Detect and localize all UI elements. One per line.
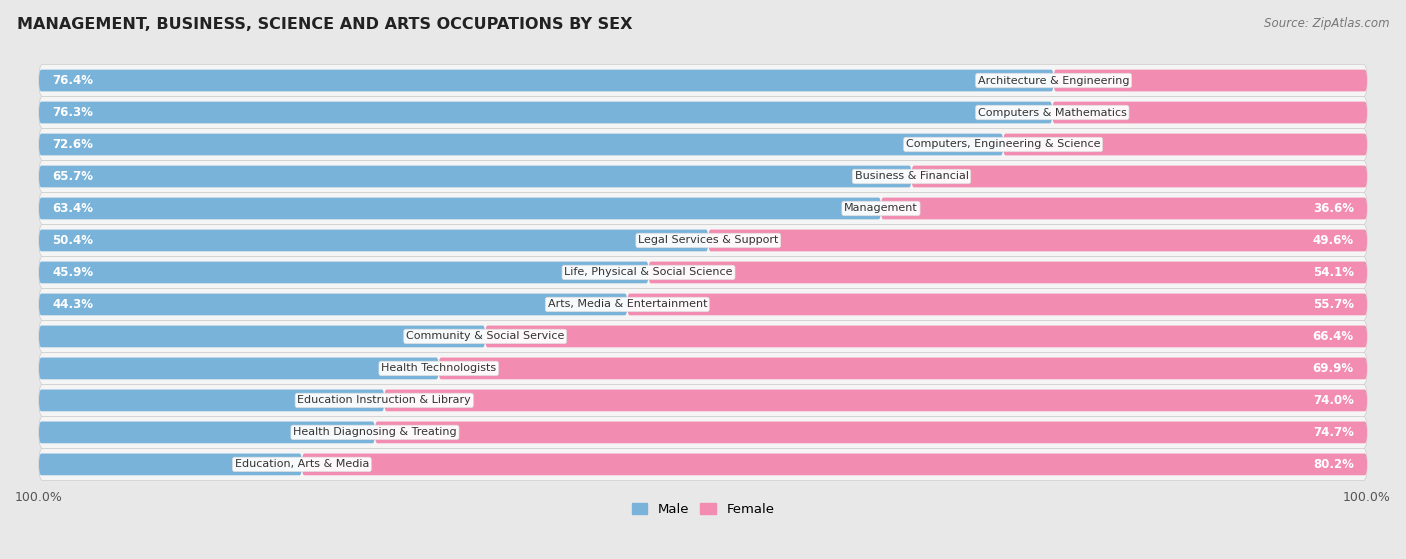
Text: 23.6%: 23.6% [1067,74,1104,87]
FancyBboxPatch shape [39,320,1367,352]
Text: Life, Physical & Social Science: Life, Physical & Social Science [564,267,733,277]
FancyBboxPatch shape [39,288,1367,320]
Text: 19.8%: 19.8% [252,458,288,471]
FancyBboxPatch shape [39,293,627,315]
Text: 45.9%: 45.9% [52,266,93,279]
Text: Health Technologists: Health Technologists [381,363,496,373]
Text: Education, Arts & Media: Education, Arts & Media [235,459,370,470]
FancyBboxPatch shape [627,293,1367,315]
Text: 44.3%: 44.3% [52,298,93,311]
FancyBboxPatch shape [911,165,1367,187]
FancyBboxPatch shape [39,70,1053,91]
Legend: Male, Female: Male, Female [626,498,780,521]
Text: Health Diagnosing & Treating: Health Diagnosing & Treating [292,428,457,437]
Text: 33.6%: 33.6% [434,330,472,343]
Text: 74.0%: 74.0% [1313,394,1354,407]
Text: Computers, Engineering & Science: Computers, Engineering & Science [905,140,1101,149]
Text: Computers & Mathematics: Computers & Mathematics [977,107,1126,117]
Text: Community & Social Service: Community & Social Service [406,331,564,342]
FancyBboxPatch shape [302,453,1367,475]
FancyBboxPatch shape [648,262,1367,283]
Text: 55.7%: 55.7% [1313,298,1354,311]
FancyBboxPatch shape [39,390,384,411]
FancyBboxPatch shape [39,385,1367,416]
FancyBboxPatch shape [39,102,1052,124]
FancyBboxPatch shape [39,197,882,219]
Text: 27.4%: 27.4% [1017,138,1054,151]
Text: 74.7%: 74.7% [1313,426,1354,439]
FancyBboxPatch shape [1002,134,1367,155]
FancyBboxPatch shape [39,192,1367,225]
FancyBboxPatch shape [39,358,439,380]
FancyBboxPatch shape [39,416,1367,448]
FancyBboxPatch shape [439,358,1367,380]
Text: Source: ZipAtlas.com: Source: ZipAtlas.com [1264,17,1389,30]
FancyBboxPatch shape [39,352,1367,385]
Text: Architecture & Engineering: Architecture & Engineering [979,75,1129,86]
Text: 65.7%: 65.7% [52,170,93,183]
Text: 63.4%: 63.4% [52,202,93,215]
FancyBboxPatch shape [39,448,1367,480]
FancyBboxPatch shape [39,325,485,347]
Text: Business & Financial: Business & Financial [855,172,969,182]
Text: 54.1%: 54.1% [1313,266,1354,279]
FancyBboxPatch shape [709,230,1367,252]
FancyBboxPatch shape [1052,102,1367,124]
FancyBboxPatch shape [39,129,1367,160]
Text: 36.6%: 36.6% [1313,202,1354,215]
Text: Arts, Media & Entertainment: Arts, Media & Entertainment [547,300,707,310]
FancyBboxPatch shape [39,160,1367,192]
FancyBboxPatch shape [39,262,648,283]
Text: 76.3%: 76.3% [52,106,93,119]
Text: 26.0%: 26.0% [333,394,371,407]
FancyBboxPatch shape [384,390,1367,411]
FancyBboxPatch shape [39,230,709,252]
Text: 25.3%: 25.3% [325,426,361,439]
Text: 49.6%: 49.6% [1313,234,1354,247]
Text: Legal Services & Support: Legal Services & Support [638,235,779,245]
FancyBboxPatch shape [39,453,302,475]
Text: 76.4%: 76.4% [52,74,93,87]
FancyBboxPatch shape [1053,70,1367,91]
FancyBboxPatch shape [39,97,1367,129]
FancyBboxPatch shape [485,325,1367,347]
FancyBboxPatch shape [375,421,1367,443]
Text: 23.7%: 23.7% [1066,106,1102,119]
Text: 34.3%: 34.3% [925,170,962,183]
Text: Management: Management [844,203,918,214]
Text: 66.4%: 66.4% [1313,330,1354,343]
FancyBboxPatch shape [39,421,375,443]
FancyBboxPatch shape [882,197,1367,219]
FancyBboxPatch shape [39,165,911,187]
FancyBboxPatch shape [39,134,1002,155]
FancyBboxPatch shape [39,64,1367,97]
Text: 50.4%: 50.4% [52,234,93,247]
Text: 72.6%: 72.6% [52,138,93,151]
Text: Education Instruction & Library: Education Instruction & Library [298,395,471,405]
Text: 30.1%: 30.1% [388,362,426,375]
Text: MANAGEMENT, BUSINESS, SCIENCE AND ARTS OCCUPATIONS BY SEX: MANAGEMENT, BUSINESS, SCIENCE AND ARTS O… [17,17,633,32]
Text: 80.2%: 80.2% [1313,458,1354,471]
FancyBboxPatch shape [39,225,1367,257]
Text: 69.9%: 69.9% [1313,362,1354,375]
FancyBboxPatch shape [39,257,1367,288]
